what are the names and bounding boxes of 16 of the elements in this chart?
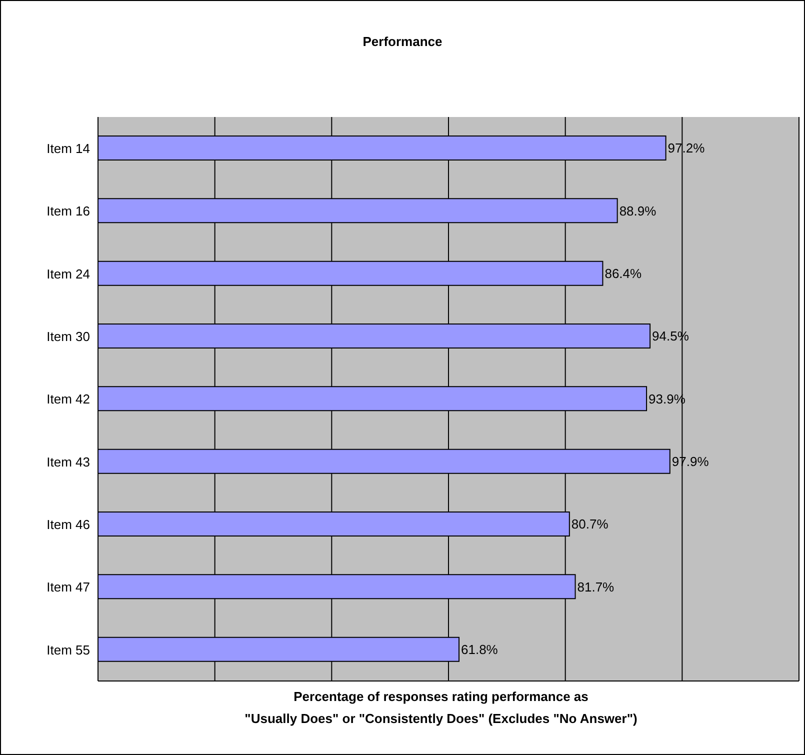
data-label: 61.8% [461, 642, 498, 657]
chart-title: Performance [362, 34, 444, 49]
data-label: 80.7% [571, 516, 609, 532]
data-label: 88.9% [619, 203, 657, 218]
y-tick-label: Item 42 [46, 392, 90, 407]
data-label: 86.4% [604, 266, 642, 281]
y-tick-label: Item 16 [46, 204, 90, 219]
y-tick-label: Item 30 [46, 328, 90, 344]
y-tick-label: Item 47 [46, 580, 90, 595]
y-tick-label: Item 24 [46, 266, 90, 282]
y-tick-label: Item 14 [46, 140, 90, 156]
y-tick-label: Item 55 [46, 642, 90, 658]
data-label: 81.7% [577, 579, 615, 594]
x-axis-title: Percentage of responses rating performance as "Usually Does" or "Consistently Does" (Excludes "No Answer") [244, 688, 638, 728]
y-tick-label: Item 43 [46, 454, 90, 470]
y-tick-label: Item 46 [46, 516, 90, 532]
